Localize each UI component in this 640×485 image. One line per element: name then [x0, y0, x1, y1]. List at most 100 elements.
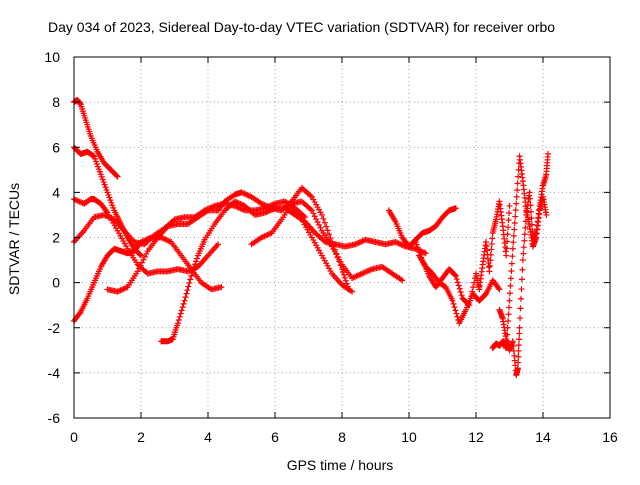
- data-point: [515, 347, 522, 354]
- data-point: [451, 271, 458, 278]
- data-point: [507, 282, 514, 289]
- series-arc-i: [248, 198, 406, 284]
- data-point: [454, 279, 461, 286]
- data-point: [218, 284, 225, 291]
- data-point: [188, 272, 195, 279]
- data-point: [176, 313, 183, 320]
- data-layer: [71, 96, 552, 379]
- data-point: [507, 275, 514, 282]
- data-point: [184, 287, 191, 294]
- data-point: [183, 290, 190, 297]
- data-point: [311, 213, 318, 220]
- data-point: [193, 255, 200, 262]
- data-point: [517, 315, 524, 322]
- data-point: [517, 295, 524, 302]
- data-point: [505, 224, 512, 231]
- data-point: [528, 208, 535, 215]
- data-point: [509, 245, 516, 252]
- data-point: [503, 345, 510, 352]
- data-point: [518, 286, 525, 293]
- data-point: [323, 223, 330, 230]
- data-point: [310, 210, 317, 217]
- data-point: [513, 200, 520, 207]
- data-point: [527, 195, 534, 202]
- data-point: [489, 235, 496, 242]
- data-point: [313, 216, 320, 223]
- x-tick-label: 12: [468, 429, 484, 445]
- data-point: [192, 261, 199, 268]
- y-tick-label: 2: [52, 230, 60, 246]
- data-point: [516, 336, 523, 343]
- data-point: [453, 276, 460, 283]
- data-point: [187, 276, 194, 283]
- data-point: [76, 310, 83, 317]
- x-tick-label: 0: [70, 429, 78, 445]
- data-point: [326, 231, 333, 238]
- data-point: [506, 210, 513, 217]
- y-tick-label: -4: [48, 365, 61, 381]
- data-point: [181, 297, 188, 304]
- data-point: [543, 211, 550, 218]
- data-point: [487, 251, 494, 258]
- data-point: [470, 284, 477, 291]
- chart-title: Day 034 of 2023, Sidereal Day-to-day VTE…: [48, 19, 555, 35]
- data-point: [488, 240, 495, 247]
- data-point: [175, 317, 182, 324]
- data-point: [321, 219, 328, 226]
- axes-layer: 0 2 4 6 8 10 12 14 16 -6 -4 -2 0 2 4 6 8 10: [44, 49, 618, 445]
- y-axis-label: SDTVAR / TECUs: [6, 183, 22, 295]
- data-point: [180, 300, 187, 307]
- data-point: [324, 227, 331, 234]
- series-arc-c: [71, 196, 222, 277]
- data-point: [508, 260, 515, 267]
- x-tick-label: 6: [271, 429, 279, 445]
- data-point: [215, 241, 222, 248]
- data-point: [342, 277, 349, 284]
- data-point: [503, 338, 510, 345]
- data-point: [191, 264, 198, 271]
- data-point: [455, 282, 462, 289]
- data-point: [509, 253, 516, 260]
- data-point: [452, 307, 459, 314]
- data-point: [458, 292, 465, 299]
- data-point: [505, 311, 512, 318]
- data-point: [515, 359, 522, 366]
- data-point: [518, 276, 525, 283]
- data-point: [506, 297, 513, 304]
- data-point: [522, 224, 529, 231]
- y-tick-label: 0: [52, 275, 60, 291]
- data-point: [186, 279, 193, 286]
- series-arc-f: [104, 207, 222, 295]
- data-point: [511, 219, 518, 226]
- data-point: [486, 262, 493, 269]
- data-point: [317, 224, 324, 231]
- x-tick-label: 10: [401, 429, 417, 445]
- x-tick-label: 2: [137, 429, 145, 445]
- y-tick-label: -2: [48, 320, 61, 336]
- data-point: [422, 250, 429, 257]
- data-point: [453, 310, 460, 317]
- data-point: [514, 365, 521, 372]
- data-point: [515, 353, 522, 360]
- data-point: [521, 237, 528, 244]
- data-point: [316, 221, 323, 228]
- y-tick-label: -6: [48, 410, 61, 426]
- data-point: [178, 307, 185, 314]
- data-point: [320, 215, 327, 222]
- data-point: [516, 330, 523, 337]
- series-arc-j: [288, 207, 356, 295]
- data-point: [341, 274, 348, 281]
- data-point: [452, 272, 459, 279]
- y-tick-label: 10: [44, 49, 60, 65]
- y-tick-label: 6: [52, 139, 60, 155]
- data-point: [511, 226, 518, 233]
- data-point: [508, 268, 515, 275]
- data-point: [495, 285, 502, 292]
- x-tick-label: 4: [204, 429, 212, 445]
- data-point: [349, 288, 356, 295]
- y-tick-label: 8: [52, 94, 60, 110]
- data-point: [456, 285, 463, 292]
- data-point: [488, 246, 495, 253]
- x-tick-label: 8: [338, 429, 346, 445]
